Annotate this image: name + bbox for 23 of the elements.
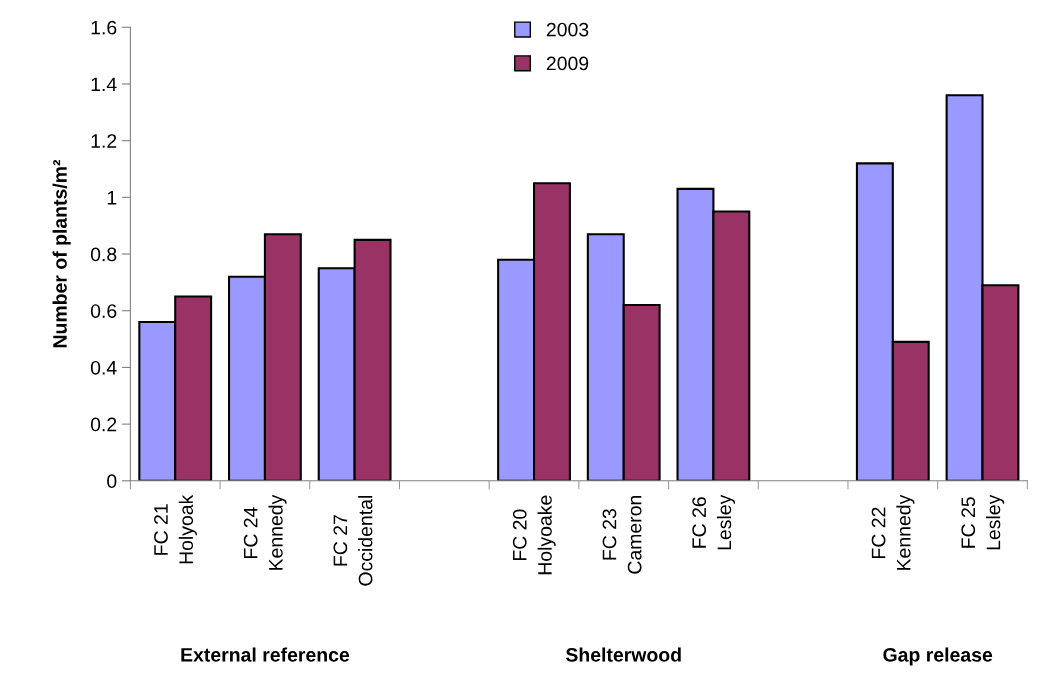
y-tick-label: 0.4 [90, 360, 117, 375]
legend-label: 2009 [546, 56, 589, 71]
text: Shelterwood [565, 647, 681, 662]
y-tick-label: 1 [107, 191, 117, 205]
y-tick-label: 0 [107, 474, 117, 489]
text: External reference [181, 647, 350, 662]
y-tick-label: 0.8 [90, 247, 117, 262]
x-tick-label: FC 22 Kennedy [871, 494, 915, 570]
y-tick-label: 0.2 [90, 417, 117, 432]
x-tick-label: FC 21 Holyoak [154, 494, 197, 564]
y-axis-title: Number of plants/m² [52, 159, 71, 348]
text: Gap release [883, 647, 993, 666]
y-tick-label: 1.2 [91, 134, 117, 148]
legend-label: 2003 [546, 22, 589, 37]
y-tick-label: 1.6 [91, 20, 117, 35]
x-tick-label: FC 25 Lesley [961, 494, 1005, 550]
x-tick-label: FC 27 Occidental [333, 495, 373, 586]
x-tick-label: FC 24 Kennedy [243, 494, 287, 570]
y-tick-label: 0.6 [90, 304, 117, 318]
y-tick-label: 1.4 [91, 77, 117, 92]
x-tick-label: FC 20 Holyoake [512, 495, 556, 575]
x-tick-label: FC 26 Lesley [692, 494, 736, 550]
x-tick-label: FC 23 Cameron [602, 495, 642, 574]
